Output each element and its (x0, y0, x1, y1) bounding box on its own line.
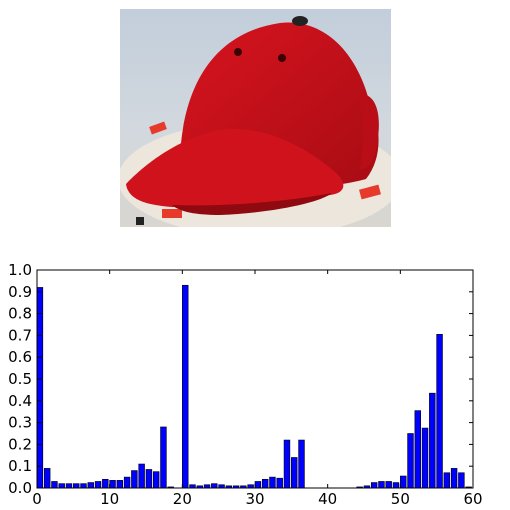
x-tick-label: 20 (173, 490, 192, 508)
bar (400, 475, 407, 489)
bar (269, 476, 276, 489)
y-tick-label: 0.9 (8, 283, 32, 301)
x-tick-label: 60 (463, 490, 482, 508)
x-tick-label: 10 (100, 490, 119, 508)
bar (94, 481, 102, 489)
bar (182, 284, 189, 489)
bar (138, 463, 145, 489)
cap-visor-shadow (172, 193, 332, 215)
bar (458, 472, 465, 489)
bar (283, 439, 291, 489)
bar (443, 472, 451, 489)
bar (392, 482, 400, 489)
bar (407, 433, 414, 489)
y-tick-label: 1.0 (8, 261, 32, 279)
bar (145, 469, 153, 489)
cap-photo (120, 9, 391, 227)
bar (43, 468, 51, 489)
y-tick-label: 0.1 (8, 457, 32, 475)
cap-eyelet (234, 48, 242, 56)
bar (261, 478, 269, 489)
bar (298, 439, 305, 489)
bar (254, 481, 262, 489)
bar (116, 480, 124, 489)
x-tick-label: 50 (391, 490, 410, 508)
turntable-marker (359, 184, 381, 200)
bar (436, 334, 443, 489)
bar (152, 471, 160, 489)
cap-back-strap (358, 94, 379, 170)
bar (429, 392, 436, 489)
bar (276, 477, 283, 489)
bar (421, 427, 429, 489)
bar (102, 478, 109, 489)
cap-visor (126, 128, 344, 208)
y-tick-label: 0.0 (8, 479, 32, 497)
x-tick-label: 40 (318, 490, 337, 508)
cap-eyelet (278, 54, 286, 62)
y-tick-label: 0.3 (8, 414, 32, 432)
bar-series (36, 284, 472, 489)
bar (51, 481, 58, 489)
y-tick-label: 0.5 (8, 370, 32, 388)
x-tick-labels: 0 10 20 30 40 50 60 (32, 490, 482, 508)
bar (80, 483, 87, 489)
bar (123, 476, 131, 489)
y-tick-label: 0.4 (8, 392, 32, 410)
bar (211, 483, 218, 489)
bar (87, 482, 94, 489)
bar (370, 482, 378, 489)
bar (378, 481, 385, 489)
bar (58, 483, 65, 489)
bar (385, 481, 392, 489)
turntable-marker (136, 217, 144, 225)
bar (36, 287, 44, 489)
bar (131, 470, 138, 489)
y-tick-label: 0.6 (8, 348, 32, 366)
axis-ticks (36, 269, 474, 489)
bar (109, 480, 116, 489)
cap-button (292, 16, 308, 26)
y-tick-label: 0.8 (8, 305, 32, 323)
turntable-marker (162, 209, 182, 218)
bar (160, 426, 167, 489)
bar (450, 468, 458, 489)
x-tick-label: 30 (245, 490, 264, 508)
y-tick-label: 0.7 (8, 326, 32, 344)
bar (414, 410, 421, 489)
y-tick-label: 0.2 (8, 435, 32, 453)
y-tick-labels: 0.0 0.1 0.2 0.3 0.4 0.5 0.6 0.7 0.8 0.9 1.0 (8, 261, 32, 497)
bar (65, 483, 73, 489)
turntable-marker (149, 121, 167, 135)
bar (291, 457, 298, 489)
bar (73, 483, 80, 489)
x-tick-label: 0 (32, 490, 42, 508)
